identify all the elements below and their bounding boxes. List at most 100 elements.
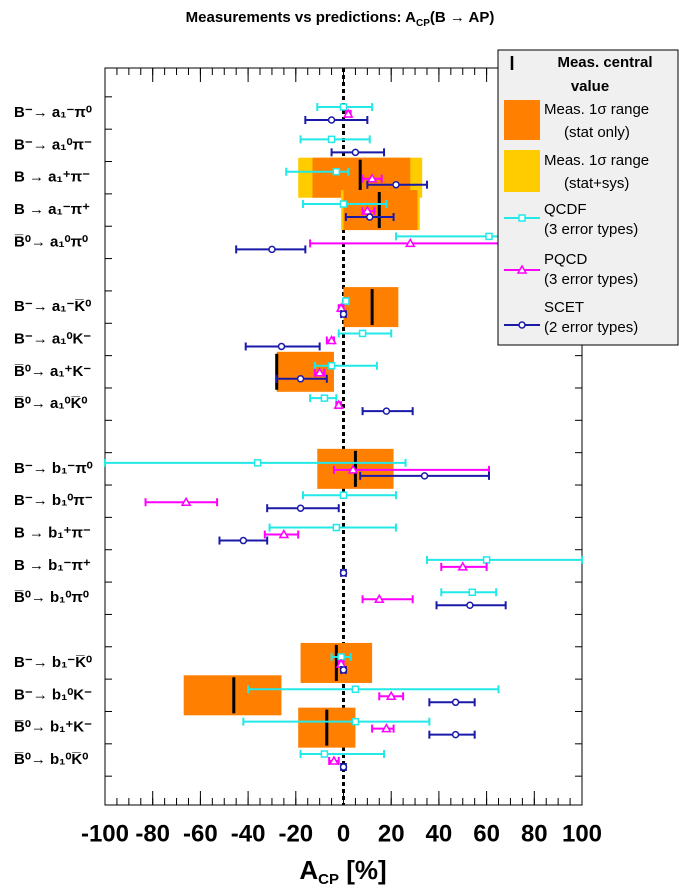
marker (451, 730, 460, 739)
marker (351, 148, 360, 157)
marker (466, 601, 474, 609)
x-tick-label: -20 (278, 820, 313, 847)
row-label: B̅⁰→ a₁⁰π⁰ (14, 233, 88, 250)
row-label: B̅⁰→ b₁⁰π⁰ (14, 589, 89, 606)
marker (366, 173, 378, 183)
row-label: B → a₁⁻π⁺ (14, 201, 90, 218)
legend-text: Meas. 1σ range (544, 152, 649, 169)
row-label: B⁻→ a₁⁰π⁻ (14, 136, 92, 153)
x-tick-label: 20 (378, 820, 405, 847)
legend-text: (3 error types) (544, 271, 638, 288)
legend-stat-key (504, 100, 540, 140)
chart-title: Measurements vs predictions: ACP(B → AP) (186, 9, 495, 29)
marker (339, 200, 348, 208)
marker (351, 717, 360, 726)
marker (451, 698, 460, 707)
row-label: B⁻→ b₁⁰π⁻ (14, 492, 93, 509)
row-label: B̅⁰→ b₁⁰K̅⁰ (14, 751, 88, 768)
marker (320, 394, 329, 402)
marker (373, 593, 385, 603)
marker (326, 334, 337, 345)
marker (296, 375, 305, 383)
marker (382, 407, 391, 415)
marker (296, 504, 305, 512)
marker (381, 723, 392, 733)
legend-text: (stat only) (564, 124, 630, 141)
marker (339, 666, 348, 674)
marker (358, 329, 367, 338)
x-tick-label: 40 (426, 820, 453, 847)
row-label: B̅⁰→ a₁⁰K̅⁰ (14, 395, 87, 412)
marker (342, 297, 350, 305)
marker (239, 536, 248, 545)
legend-text: value (571, 78, 609, 95)
row-label: B → b₁⁻π⁺ (14, 557, 91, 574)
marker (327, 135, 336, 144)
marker (485, 232, 493, 241)
x-tick-label: -80 (135, 820, 170, 847)
row-label: B → a₁⁺π⁻ (14, 169, 90, 186)
legend-text: (stat+sys) (564, 175, 629, 192)
marker (328, 755, 340, 765)
marker (277, 342, 286, 351)
marker (339, 103, 348, 111)
xlabel-sub: CP (318, 871, 339, 888)
legend-marker (518, 321, 526, 329)
x-tick-label: 100 (562, 820, 602, 847)
legend-text: SCET (544, 299, 584, 316)
x-tick-label: -60 (183, 820, 218, 847)
legend-statsys-key (504, 150, 540, 192)
marker (327, 362, 336, 370)
row-label: B⁻→ a₁⁻K̅⁰ (14, 298, 91, 315)
marker (404, 237, 416, 248)
x-tick-label: -100 (81, 820, 129, 847)
marker (351, 685, 360, 694)
marker (333, 399, 345, 409)
marker (332, 167, 341, 176)
x-tick-label: 60 (473, 820, 500, 847)
legend-box (497, 49, 679, 346)
title-sub: CP (416, 18, 430, 29)
row-label: B⁻→ a₁⁻π⁰ (14, 104, 92, 121)
marker (342, 108, 354, 118)
legend-marker (516, 264, 528, 274)
legend-text: Meas. central (557, 54, 652, 71)
title-text: (B → AP) (430, 9, 494, 26)
marker (339, 763, 348, 771)
row-label: B⁻→ b₁⁻π⁰ (14, 460, 93, 477)
x-axis-label: ACP [%] (299, 855, 386, 888)
legend-text: Meas. 1σ range (544, 101, 649, 118)
row-label: B⁻→ a₁⁰K⁻ (14, 330, 91, 347)
marker (457, 561, 469, 571)
xlabel-text: A (299, 855, 318, 885)
marker (468, 588, 477, 596)
x-tick-label: 80 (521, 820, 548, 847)
marker (278, 529, 290, 539)
x-tick-label: -40 (231, 820, 266, 847)
legend-text: QCDF (544, 201, 587, 218)
marker (339, 569, 348, 577)
row-label: B⁻→ b₁⁻K̅⁰ (14, 654, 92, 671)
legend-text: (3 error types) (544, 221, 638, 238)
marker (365, 213, 374, 221)
marker (482, 556, 491, 564)
row-label: B → b₁⁺π⁻ (14, 525, 91, 542)
marker (253, 459, 262, 467)
marker (420, 472, 429, 480)
marker (327, 116, 336, 124)
marker (314, 367, 325, 377)
legend-marker (518, 214, 526, 222)
marker (332, 523, 341, 532)
legend-text: (2 error types) (544, 319, 638, 336)
row-label: B̅⁰→ b₁⁺K⁻ (14, 719, 92, 736)
marker (385, 690, 397, 701)
marker (362, 205, 373, 215)
row-label: B⁻→ b₁⁰K⁻ (14, 686, 92, 703)
marker (392, 180, 400, 189)
marker (347, 464, 359, 474)
marker (180, 496, 192, 506)
row-label: B̅⁰→ a₁⁺K⁻ (14, 363, 91, 380)
legend-text: PQCD (544, 251, 588, 268)
marker (268, 245, 276, 254)
